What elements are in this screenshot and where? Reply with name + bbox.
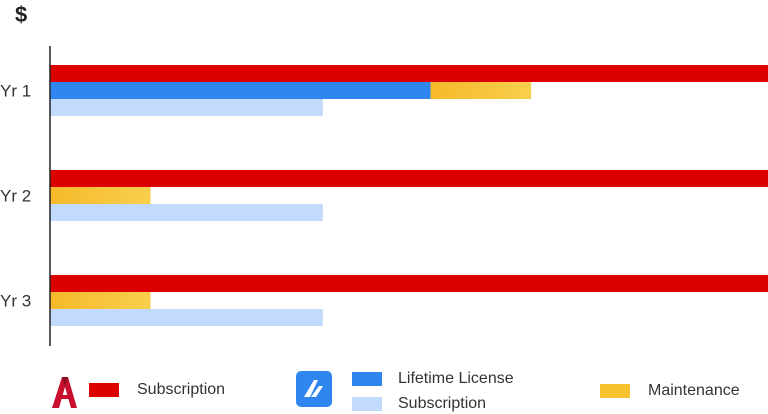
legend-swatch-yellow: [600, 384, 630, 398]
legend-label-lifetime-license: Lifetime License: [398, 370, 514, 387]
legend-autocad-subscription: Subscription: [89, 381, 225, 399]
bar-bricscad-subscription-yr1: [50, 99, 323, 116]
bricscad-logo-icon: [296, 371, 332, 407]
category-label-yr1: Yr 1: [0, 82, 31, 101]
legend-bricscad-lifetime: Lifetime License: [352, 370, 514, 388]
legend-label-maintenance: Maintenance: [648, 382, 740, 399]
legend-maintenance: Maintenance: [600, 382, 740, 400]
bar-lifetime-license-yr1: [50, 82, 431, 99]
legend-swatch-light-blue: [352, 397, 382, 411]
bar-bricscad-subscription-yr3: [50, 309, 323, 326]
bar-autocad-subscription-yr2: [50, 170, 768, 187]
legend-label-autocad-subscription: Subscription: [137, 381, 226, 398]
category-label-yr3: Yr 3: [0, 292, 31, 311]
autocad-logo-icon: [50, 375, 78, 409]
legend-label-bricscad-subscription: Subscription: [398, 395, 487, 412]
bar-autocad-subscription-yr3: [50, 275, 768, 292]
category-label-yr2: Yr 2: [0, 187, 31, 206]
bar-maintenance-yr2: [50, 187, 151, 204]
legend-swatch-blue: [352, 372, 382, 386]
bar-bricscad-subscription-yr2: [50, 204, 323, 221]
legend-swatch-red: [89, 383, 119, 397]
bar-autocad-subscription-yr1: [50, 65, 768, 82]
y-axis-label: $: [15, 2, 27, 27]
legend-bricscad-subscription: Subscription: [352, 395, 486, 413]
bar-maintenance-yr3: [50, 292, 151, 309]
bar-maintenance-yr1: [430, 82, 532, 99]
